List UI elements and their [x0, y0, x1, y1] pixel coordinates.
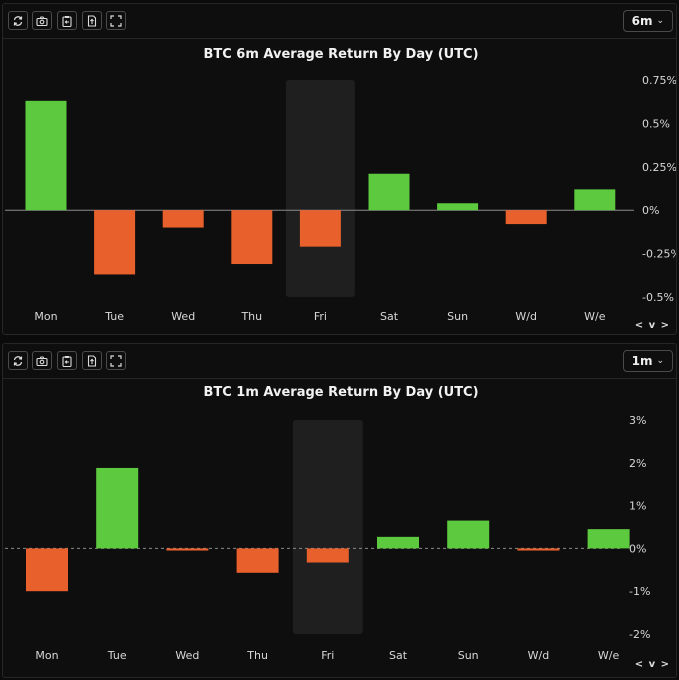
x-tick-label: Mon [35, 649, 58, 662]
bar-we[interactable] [587, 529, 630, 549]
bar-tue[interactable] [94, 210, 136, 275]
bar-wed[interactable] [162, 210, 204, 228]
fullscreen-icon[interactable] [106, 351, 126, 370]
bar-mon[interactable] [26, 548, 68, 592]
bar-thu[interactable] [236, 548, 279, 573]
range-select-value: 1m [631, 354, 653, 368]
scroll-controls[interactable]: < v > [634, 320, 670, 331]
bar-chart-1m: BTC 1m Average Return By Day (UTC) Mon Tu… [5, 385, 650, 662]
y-tick-label: 0.25% [642, 161, 676, 174]
x-tick-label: Thu [246, 649, 268, 662]
y-tick-label: -1% [629, 585, 650, 598]
x-tick-label: Tue [104, 310, 124, 323]
chart-title: BTC 6m Average Return By Day (UTC) [203, 47, 478, 62]
bar-tue[interactable] [96, 467, 139, 549]
refresh-icon[interactable] [8, 351, 28, 370]
x-tick-label: Wed [175, 649, 199, 662]
x-tick-label: W/e [584, 310, 606, 323]
x-tick-label: W/d [515, 310, 537, 323]
clipboard-icon[interactable] [57, 11, 77, 30]
refresh-icon[interactable] [8, 11, 28, 30]
y-tick-label: 1% [629, 500, 646, 513]
range-select-value: 6m [631, 14, 653, 28]
bar-sun[interactable] [437, 203, 479, 211]
export-icon[interactable] [82, 11, 102, 30]
bar-fri[interactable] [299, 210, 341, 247]
bar-fri[interactable] [306, 548, 349, 563]
x-tick-label: Sun [447, 310, 468, 323]
camera-icon[interactable] [32, 351, 52, 370]
y-tick-label: 3% [629, 414, 646, 427]
chart-panel-1m: 1m ⌄ BTC 1m Average Return By Day (UTC) … [2, 343, 677, 678]
y-tick-label: 0% [629, 542, 646, 555]
x-tick-label: W/d [528, 649, 550, 662]
bar-chart-6m: BTC 6m Average Return By Day (UTC) Mon Tu… [5, 47, 676, 323]
bar-mon[interactable] [25, 100, 67, 211]
fullscreen-icon[interactable] [106, 11, 126, 30]
bar-sat[interactable] [377, 536, 419, 549]
bar-wed[interactable] [166, 548, 209, 551]
highlight-band [292, 420, 363, 634]
scroll-controls[interactable]: < v > [634, 659, 670, 670]
chart-toolbar: 1m ⌄ [3, 344, 676, 379]
y-tick-label: -2% [629, 628, 650, 641]
range-select-1m[interactable]: 1m ⌄ [622, 350, 673, 372]
bar-sun[interactable] [447, 520, 490, 549]
highlight-band [285, 80, 355, 297]
y-tick-label: -0.5% [642, 291, 674, 304]
y-tick-label: -0.25% [642, 248, 676, 261]
chevron-down-icon: ⌄ [656, 356, 664, 366]
y-tick-label: 0.75% [642, 74, 676, 87]
x-tick-label: Fri [321, 649, 334, 662]
x-tick-label: Tue [107, 649, 127, 662]
export-icon[interactable] [82, 351, 102, 370]
chevron-down-icon: ⌄ [656, 16, 664, 26]
bar-sat[interactable] [368, 173, 410, 211]
x-tick-label: W/e [598, 649, 620, 662]
x-tick-label: Fri [314, 310, 327, 323]
chart-title: BTC 1m Average Return By Day (UTC) [203, 385, 478, 400]
bar-wd[interactable] [517, 548, 560, 551]
y-tick-label: 2% [629, 457, 646, 470]
chart-toolbar: 6m ⌄ [3, 4, 676, 39]
x-tick-label: Mon [34, 310, 57, 323]
x-tick-label: Sat [380, 310, 399, 323]
clipboard-icon[interactable] [57, 351, 77, 370]
bar-we[interactable] [574, 189, 616, 211]
x-tick-label: Sun [458, 649, 479, 662]
range-select-6m[interactable]: 6m ⌄ [622, 10, 673, 32]
y-tick-label: 0% [642, 204, 659, 217]
x-tick-label: Thu [240, 310, 262, 323]
bar-wd[interactable] [505, 210, 547, 225]
x-tick-label: Wed [171, 310, 195, 323]
bar-thu[interactable] [231, 210, 273, 265]
x-tick-label: Sat [389, 649, 408, 662]
chart-panel-6m: 6m ⌄ BTC 6m Average Return By Day (UTC) … [2, 3, 677, 335]
camera-icon[interactable] [32, 11, 52, 30]
y-tick-label: 0.5% [642, 117, 670, 130]
